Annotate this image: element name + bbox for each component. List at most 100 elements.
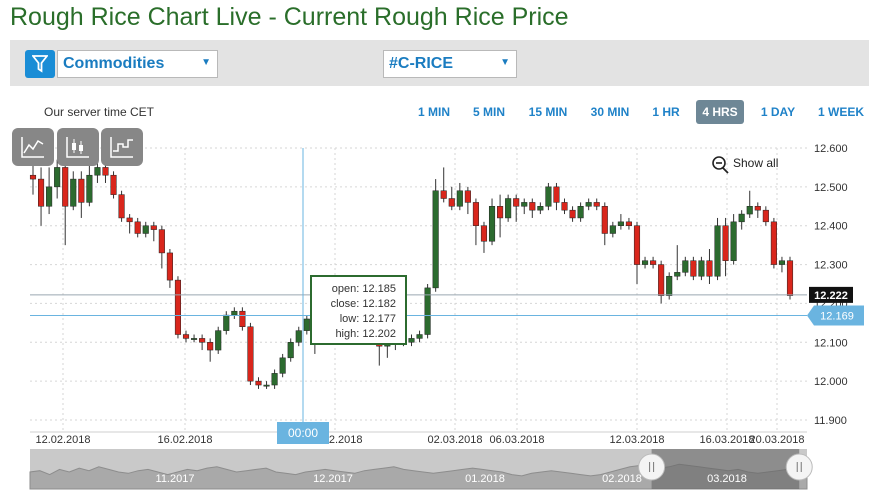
candle [746,206,753,215]
candle [78,178,85,203]
candle [633,225,641,265]
candle [166,252,173,281]
candle [38,178,45,207]
candle [287,342,294,359]
timeframe-30min[interactable]: 30 MIN [590,105,630,119]
candle [762,209,769,223]
timeframe-4hrs[interactable]: 4 HRS [696,100,744,124]
line-chart-icon[interactable] [12,128,54,166]
candle [255,380,262,386]
x-tick-label: 12.03.2018 [609,434,664,446]
candle [70,178,77,207]
candle [263,384,270,387]
x-tick-label: 20.03.2018 [749,434,804,446]
instrument-select[interactable]: #C-RICE ▼ [383,50,517,78]
x-tick-label: 06.03.2018 [489,434,544,446]
navigator-label: 01.2018 [465,473,505,485]
candle [408,338,415,343]
tooltip-box [310,275,407,345]
instrument-select-label: #C-RICE [389,55,454,72]
navigator-label: 03.2018 [707,473,747,485]
candle [182,334,190,339]
candlestick-icon[interactable] [57,128,99,166]
candle [440,190,447,199]
tooltip-row: low: 12.177 [340,313,396,325]
candle [303,318,310,331]
candle [521,202,528,207]
candle [690,260,697,277]
candle [54,167,61,188]
y-tick-label: 12.300 [814,260,848,272]
candle [505,198,512,219]
candle [472,202,479,226]
candle [432,190,439,289]
candle [666,275,673,296]
candle [295,330,302,343]
navigator-label: 12.2017 [313,473,353,485]
candle [641,260,649,265]
zoom-out-icon [712,156,726,170]
candle [617,221,624,226]
candle [158,229,165,254]
candle [150,225,157,230]
candle [674,272,681,277]
timeframe-1day[interactable]: 1 DAY [760,105,796,119]
candle [537,206,544,211]
candle [239,310,246,327]
current-price-badge [809,286,853,303]
candle [682,260,689,273]
candle [247,326,254,382]
tooltip-row: high: 12.202 [335,328,396,340]
candle [199,338,206,343]
candle [754,206,761,211]
candle [134,221,141,234]
candle [94,167,101,176]
y-tick-label: 12.100 [814,337,848,349]
timeframe-1hr[interactable]: 1 HR [652,105,680,119]
candle [625,221,632,226]
handle-knob [638,453,666,481]
y-tick-label: 12.000 [814,376,848,388]
x-tick-label: 02.03.2018 [427,434,482,446]
candle [609,225,616,234]
navigator-handle-left[interactable] [638,453,666,481]
x-tick-label: 16.03.2018 [699,434,754,446]
y-tick-label: 12.600 [814,143,848,155]
step-chart-icon[interactable] [101,128,143,166]
show-all-button[interactable]: Show all [733,156,778,170]
timeframe-15min[interactable]: 15 MIN [528,105,568,119]
crosshair-price-badge [807,305,864,326]
candle [142,225,149,234]
navigator-handle-right[interactable] [785,453,813,481]
candle [416,334,423,339]
candle [102,167,109,176]
selector-bar: Commodities ▼ #C-RICE ▼ [10,40,869,86]
tooltip-row: open: 12.185 [332,283,396,295]
candle [569,209,576,219]
candle [722,225,729,261]
candle [126,217,133,223]
candle [658,264,665,296]
candle [86,174,93,203]
candle [46,186,53,207]
timeframe-5min[interactable]: 5 MIN [472,105,505,119]
candle [174,279,182,335]
timeframe-1week[interactable]: 1 WEEK [817,105,864,119]
candle [215,330,222,351]
y-tick-label: 12.400 [814,221,848,233]
candle [561,202,568,211]
handle-knob [785,453,813,481]
candle [207,342,214,351]
timeframe-1min[interactable]: 1 MIN [417,105,450,119]
candle [62,167,69,207]
category-select[interactable]: Commodities ▼ [57,50,218,78]
ohlc-tooltip: open: 12.185 close: 12.182 low: 12.177 high… [310,275,407,345]
crosshair-time-badge [277,422,329,444]
candle [279,357,286,374]
funnel-icon[interactable] [25,50,55,78]
candle [770,221,777,265]
x-tick-label: 16.02.2018 [157,434,212,446]
candle [706,260,713,277]
candle [191,338,198,340]
